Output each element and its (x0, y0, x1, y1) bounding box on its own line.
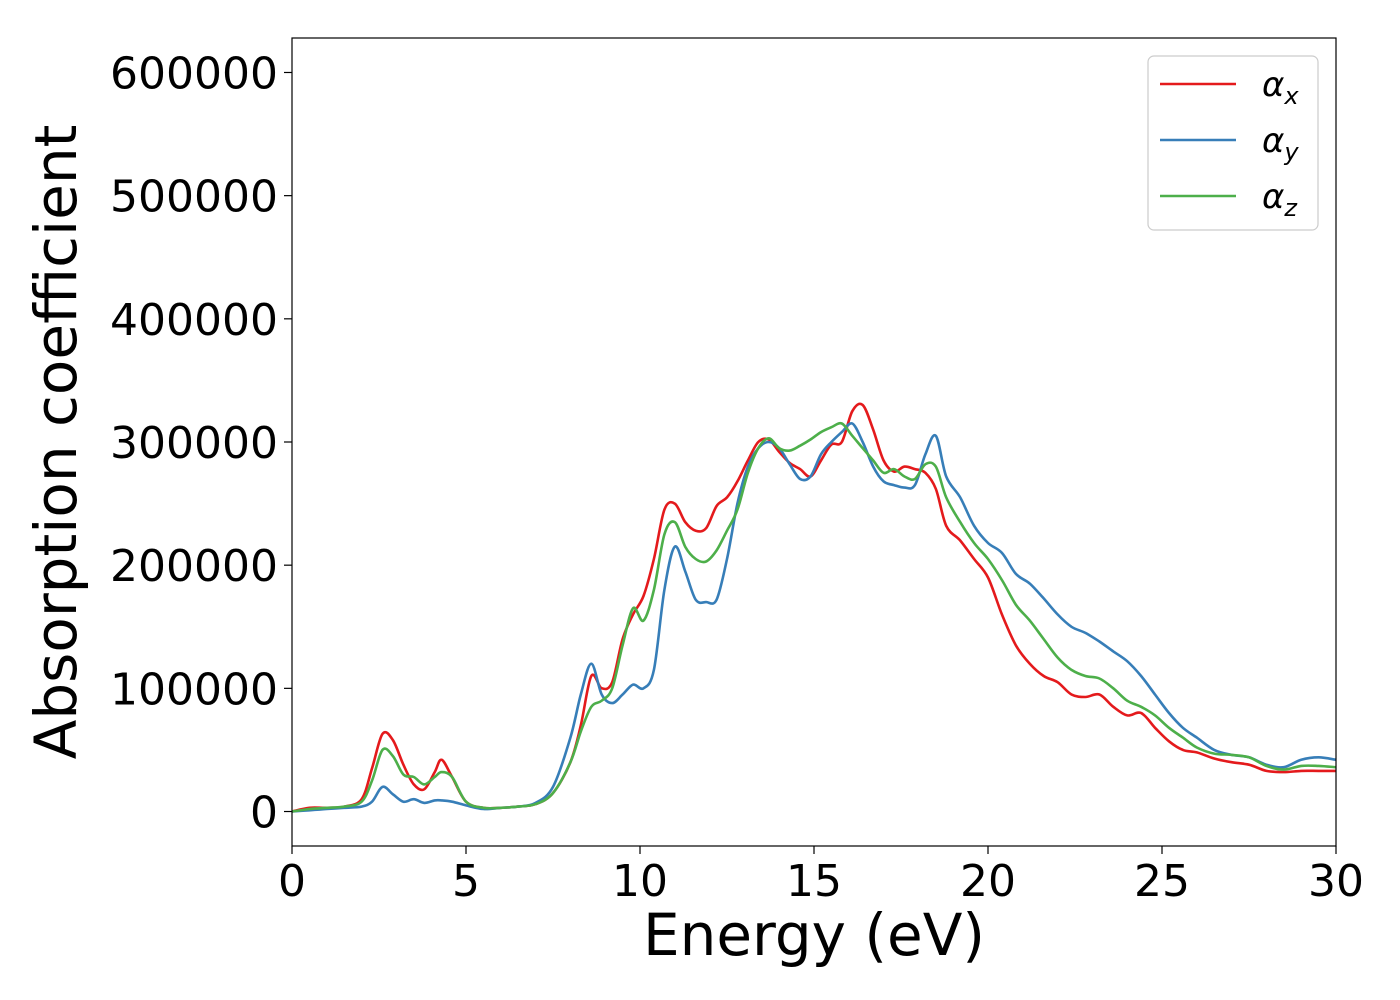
y-tick-label: 400000 (110, 295, 278, 346)
y-axis-label: Absorption coefficient (22, 125, 90, 760)
x-tick-label: 0 (278, 856, 306, 907)
x-axis-label: Energy (eV) (643, 901, 985, 969)
x-tick-label: 30 (1308, 856, 1364, 907)
series-layer (291, 402, 1337, 813)
y-tick-label: 200000 (110, 541, 278, 592)
legend-label-alpha-z: αz (1262, 177, 1298, 222)
x-tick-label: 5 (452, 856, 480, 907)
series-line-alpha-y (291, 422, 1337, 813)
legend-box (1147, 55, 1319, 231)
x-axis: 0 5 10 15 20 25 30 (278, 846, 1364, 907)
series-line-alpha-z (291, 421, 1337, 813)
y-tick-label: 600000 (110, 48, 278, 99)
y-tick-label: 500000 (110, 172, 278, 223)
legend: αx αy αz (1147, 55, 1319, 231)
x-tick-label: 15 (786, 856, 842, 907)
x-tick-label: 25 (1134, 856, 1190, 907)
x-tick-label: 10 (612, 856, 668, 907)
legend-label-alpha-y: αy (1262, 121, 1299, 166)
y-tick-label: 100000 (110, 664, 278, 715)
y-axis: 0 100000 200000 300000 400000 500000 600000 (110, 48, 292, 839)
x-tick-label: 20 (960, 856, 1016, 907)
y-tick-label: 0 (250, 788, 278, 839)
y-tick-label: 300000 (110, 418, 278, 469)
legend-label-alpha-x: αx (1262, 65, 1299, 110)
